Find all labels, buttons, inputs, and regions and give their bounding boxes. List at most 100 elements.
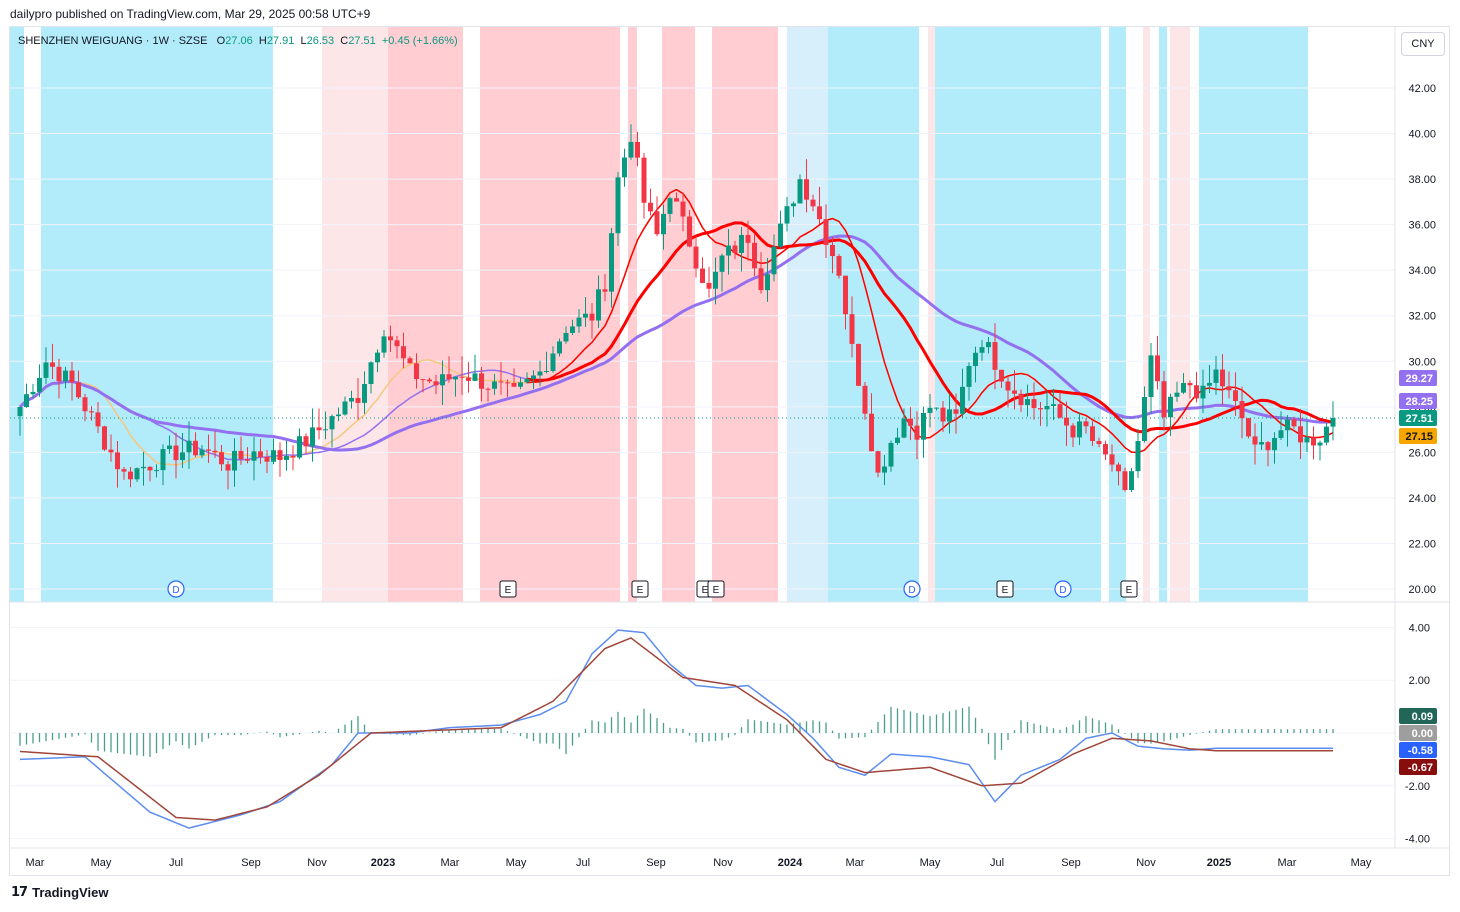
candle-body [251,451,257,461]
price-tick-label: 24.00 [1408,493,1436,505]
candle-body [1116,464,1121,472]
macd-tick-label: -4.00 [1405,834,1430,846]
candle-body [69,370,75,383]
candle-body [706,282,712,289]
candle-body [1038,408,1043,410]
candle-body [303,436,309,447]
candle-body [277,450,283,460]
candle-body [1187,382,1193,386]
candle-body [882,466,887,473]
signal-line-label-bg [1399,759,1437,775]
regime-band [712,27,778,602]
macd-tick-label: 2.00 [1409,675,1430,687]
candle-body [401,346,406,359]
candle-body [82,397,88,412]
candle-body [193,440,198,456]
candle-body [1083,421,1089,427]
candle-body [433,381,439,386]
ma-fast-price-label: 28.25 [1405,396,1433,408]
candle-body [921,412,926,440]
ma-orange-price-label-bg [1399,428,1437,444]
candle-body [479,373,484,389]
candle-body [960,386,965,414]
candle-body [537,371,543,376]
brand-name: TradingView [32,885,109,900]
time-tick-label: Jul [990,857,1004,869]
candle-body [953,409,959,414]
candle-body [50,362,55,367]
candle-body [1103,444,1108,455]
candle-body [284,456,289,460]
candle-body [661,213,666,235]
dividend-marker-icon [903,580,921,598]
candle-body [56,366,62,382]
candle-body [30,391,36,395]
macd-zero-label-bg [1399,725,1437,741]
candle-body [940,407,946,422]
candle-body [1233,390,1238,402]
candle-body [927,407,933,413]
candle-body [225,464,231,471]
candle-body [459,376,465,378]
candle-body [674,198,679,202]
candle-body [24,394,29,408]
footer-brand[interactable]: 17 TradingView [11,885,108,900]
candle-body [63,370,68,382]
time-tick-label: Mar [26,857,45,869]
currency-button[interactable]: CNY [1401,32,1445,56]
earnings-marker-icon [996,580,1014,598]
regime-band [322,27,388,602]
candle-body [297,436,302,458]
candle-body [407,358,413,364]
regime-band [1143,27,1150,602]
candle-body [804,179,809,200]
ma-red-slow-line [526,221,1334,434]
time-tick-label: Mar [1278,857,1297,869]
candle-body [375,352,380,363]
macd-line-label-bg [1399,742,1437,758]
event-marker-label: D [1059,585,1066,596]
candle-body [726,245,731,256]
candle-body [1213,369,1219,383]
open-label: O [216,35,226,47]
candle-body [128,471,133,480]
candle-body [628,141,634,158]
candle-body [992,342,998,370]
candle-body [37,377,42,392]
candle-body [901,418,907,438]
candle-body [550,353,556,372]
candle-body [1272,437,1277,451]
candle-body [856,343,861,386]
time-tick-label: Sep [646,857,666,869]
candle-body [576,317,582,327]
ma-fast-price-label-bg [1399,393,1437,409]
candle-body [784,206,790,224]
candle-body [1012,390,1017,394]
event-marker-label: E [1126,585,1133,596]
candle-body [1025,399,1030,406]
candle-body [843,275,848,315]
time-tick-label: Jul [169,857,183,869]
dividend-marker-icon [167,580,185,598]
time-tick-label: Nov [713,857,733,869]
candle-body [102,426,107,450]
candle-body [648,202,653,212]
macd-panel: 4.00 2.00 0.00 -2.00 -4.00 [10,622,1430,846]
candle-body [908,418,913,426]
high-value: 27.91 [266,35,295,47]
candle-body [323,429,328,431]
time-tick-label: Mar [846,857,865,869]
candle-body [1129,471,1134,490]
candle-body [934,407,939,409]
candle-body [693,246,699,269]
candle-body [1317,442,1323,446]
time-tick-label: Sep [1061,857,1081,869]
candle-body [219,452,224,465]
candle-body [245,459,250,461]
candle-body [147,466,153,471]
candle-body [336,414,341,417]
signal-line-label: -0.67 [1408,762,1433,774]
candle-body [765,274,770,291]
candle-body [875,451,881,473]
